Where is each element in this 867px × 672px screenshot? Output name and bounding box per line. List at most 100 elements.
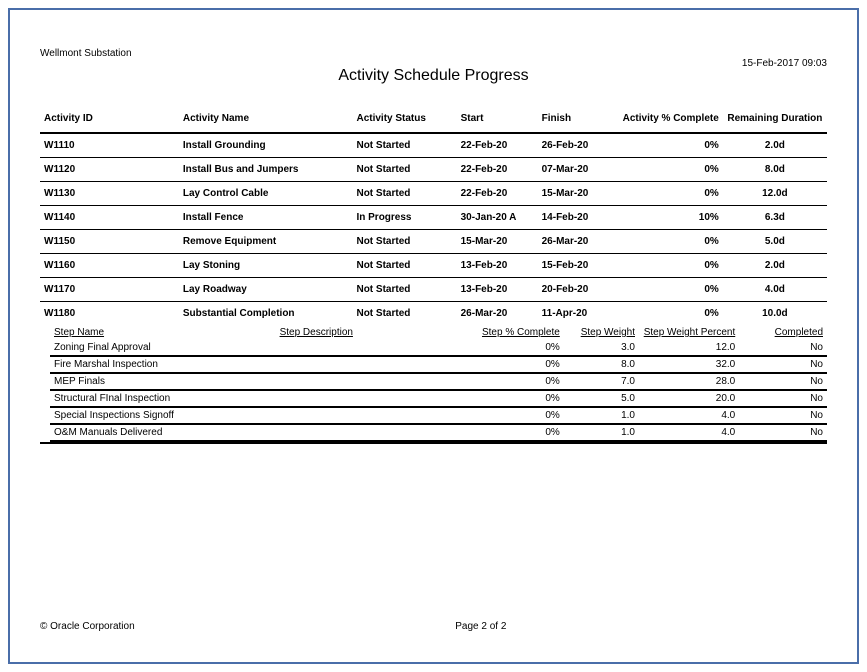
cell-activity-id: W1140: [40, 206, 179, 230]
cell-activity-name: Install Fence: [179, 206, 353, 230]
steps-header-row: Step NameStep DescriptionStep % Complete…: [50, 325, 827, 340]
cell-remaining-duration: 12.0d: [723, 182, 827, 206]
cell-step-pct-complete: 0%: [476, 390, 564, 407]
cell-finish: 11-Apr-20: [538, 302, 619, 326]
table-row: W1170Lay RoadwayNot Started13-Feb-2020-F…: [40, 278, 827, 302]
col-finish: Finish: [538, 109, 619, 133]
table-header-row: Activity ID Activity Name Activity Statu…: [40, 109, 827, 133]
cell-step-description: [276, 373, 477, 390]
col-activity-name: Activity Name: [179, 109, 353, 133]
table-row: W1150Remove EquipmentNot Started15-Mar-2…: [40, 230, 827, 254]
cell-step-weight-percent: 28.0: [639, 373, 739, 390]
cell-pct-complete: 0%: [619, 133, 723, 158]
table-row: W1180Substantial CompletionNot Started26…: [40, 302, 827, 326]
cell-finish: 15-Mar-20: [538, 182, 619, 206]
cell-step-pct-complete: 0%: [476, 356, 564, 373]
footer-copyright: © Oracle Corporation: [40, 621, 135, 632]
cell-step-name: O&M Manuals Delivered: [50, 424, 276, 441]
cell-start: 26-Mar-20: [457, 302, 538, 326]
cell-step-weight: 5.0: [564, 390, 639, 407]
col-start: Start: [457, 109, 538, 133]
cell-step-weight-percent: 32.0: [639, 356, 739, 373]
cell-activity-name: Lay Stoning: [179, 254, 353, 278]
cell-finish: 26-Mar-20: [538, 230, 619, 254]
cell-step-pct-complete: 0%: [476, 340, 564, 356]
cell-step-pct-complete: 0%: [476, 424, 564, 441]
cell-activity-name: Install Bus and Jumpers: [179, 158, 353, 182]
cell-start: 22-Feb-20: [457, 158, 538, 182]
cell-pct-complete: 0%: [619, 158, 723, 182]
cell-step-pct-complete: 0%: [476, 407, 564, 424]
col-activity-id: Activity ID: [40, 109, 179, 133]
cell-step-name: Zoning Final Approval: [50, 340, 276, 356]
cell-step-weight-percent: 4.0: [639, 424, 739, 441]
cell-start: 15-Mar-20: [457, 230, 538, 254]
cell-activity-status: Not Started: [352, 254, 456, 278]
steps-table: Step NameStep DescriptionStep % Complete…: [50, 325, 827, 442]
cell-step-pct-complete: 0%: [476, 373, 564, 390]
cell-pct-complete: 10%: [619, 206, 723, 230]
col-remaining-duration: Remaining Duration: [723, 109, 827, 133]
cell-step-weight: 3.0: [564, 340, 639, 356]
cell-step-name: Fire Marshal Inspection: [50, 356, 276, 373]
cell-step-completed: No: [739, 390, 827, 407]
footer-page-number: Page 2 of 2: [40, 621, 827, 632]
cell-step-weight: 7.0: [564, 373, 639, 390]
cell-activity-name: Install Grounding: [179, 133, 353, 158]
cell-remaining-duration: 6.3d: [723, 206, 827, 230]
table-row: W1160Lay StoningNot Started13-Feb-2015-F…: [40, 254, 827, 278]
cell-remaining-duration: 10.0d: [723, 302, 827, 326]
cell-remaining-duration: 8.0d: [723, 158, 827, 182]
cell-step-name: Structural FInal Inspection: [50, 390, 276, 407]
cell-activity-name: Substantial Completion: [179, 302, 353, 326]
activity-table: Activity ID Activity Name Activity Statu…: [40, 109, 827, 444]
cell-activity-id: W1130: [40, 182, 179, 206]
col-pct-complete: Activity % Complete: [619, 109, 723, 133]
cell-step-description: [276, 424, 477, 441]
cell-step-completed: No: [739, 340, 827, 356]
report-page: 15-Feb-2017 09:03 Wellmont Substation Ac…: [8, 8, 859, 664]
cell-activity-name: Lay Roadway: [179, 278, 353, 302]
cell-finish: 15-Feb-20: [538, 254, 619, 278]
step-row: O&M Manuals Delivered0%1.04.0No: [50, 424, 827, 441]
report-title: Activity Schedule Progress: [40, 67, 827, 85]
step-row: MEP Finals 0%7.028.0No: [50, 373, 827, 390]
cell-start: 30-Jan-20 A: [457, 206, 538, 230]
cell-step-weight-percent: 20.0: [639, 390, 739, 407]
col-step-name: Step Name: [50, 325, 276, 340]
cell-activity-name: Lay Control Cable: [179, 182, 353, 206]
cell-activity-status: Not Started: [352, 278, 456, 302]
cell-remaining-duration: 5.0d: [723, 230, 827, 254]
col-activity-status: Activity Status: [352, 109, 456, 133]
steps-container-row: Step NameStep DescriptionStep % Complete…: [40, 325, 827, 443]
cell-finish: 26-Feb-20: [538, 133, 619, 158]
cell-activity-status: Not Started: [352, 230, 456, 254]
cell-start: 13-Feb-20: [457, 278, 538, 302]
cell-step-weight-percent: 4.0: [639, 407, 739, 424]
cell-pct-complete: 0%: [619, 254, 723, 278]
cell-step-weight: 8.0: [564, 356, 639, 373]
cell-step-weight: 1.0: [564, 424, 639, 441]
cell-activity-status: Not Started: [352, 133, 456, 158]
cell-remaining-duration: 2.0d: [723, 133, 827, 158]
col-step-completed: Completed: [739, 325, 827, 340]
cell-pct-complete: 0%: [619, 230, 723, 254]
cell-start: 22-Feb-20: [457, 182, 538, 206]
cell-step-weight: 1.0: [564, 407, 639, 424]
col-step-pct-complete: Step % Complete: [476, 325, 564, 340]
cell-finish: 14-Feb-20: [538, 206, 619, 230]
cell-finish: 20-Feb-20: [538, 278, 619, 302]
col-step-description: Step Description: [276, 325, 477, 340]
project-name: Wellmont Substation: [40, 48, 827, 59]
cell-step-description: [276, 390, 477, 407]
table-row: W1130Lay Control CableNot Started22-Feb-…: [40, 182, 827, 206]
cell-activity-id: W1110: [40, 133, 179, 158]
cell-remaining-duration: 2.0d: [723, 254, 827, 278]
cell-step-name: MEP Finals: [50, 373, 276, 390]
col-step-weight-percent: Step Weight Percent: [639, 325, 739, 340]
cell-step-completed: No: [739, 373, 827, 390]
cell-activity-id: W1180: [40, 302, 179, 326]
step-row: Zoning Final Approval0%3.012.0No: [50, 340, 827, 356]
step-row: Fire Marshal Inspection0%8.032.0No: [50, 356, 827, 373]
cell-start: 13-Feb-20: [457, 254, 538, 278]
